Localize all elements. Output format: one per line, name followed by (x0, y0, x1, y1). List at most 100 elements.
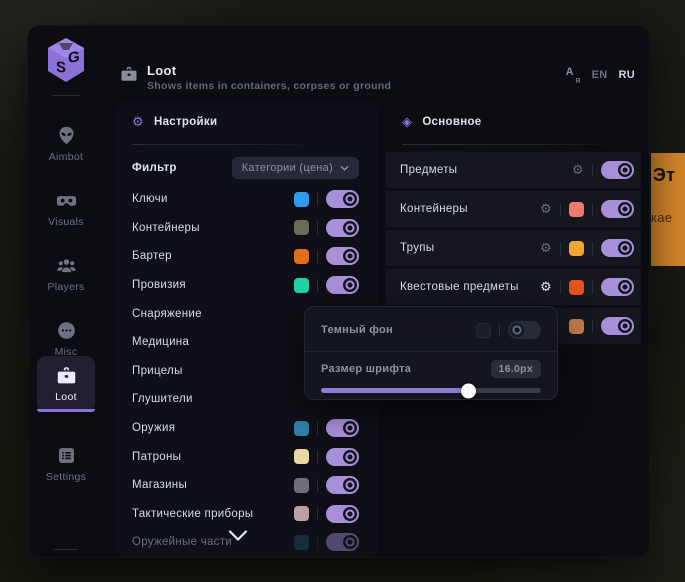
category-label: Провизия (132, 279, 186, 292)
lang-en-button[interactable]: EN (591, 69, 608, 81)
toggle-on[interactable] (326, 533, 359, 552)
sidebar-item-settings[interactable]: Settings (37, 438, 95, 490)
toggle-on[interactable] (601, 239, 634, 257)
sidebar-item-misc[interactable]: Misc (37, 313, 95, 365)
list-item: Бартер (116, 242, 378, 271)
font-size-label: Размер шрифта (321, 363, 412, 375)
category-label: Тактические приборы (132, 507, 254, 520)
toggle-off[interactable] (508, 321, 541, 339)
toggle-on[interactable] (326, 190, 359, 209)
item-label: Трупы (400, 242, 435, 254)
filter-dropdown[interactable]: Категории (цена) (231, 157, 359, 179)
lang-ru-button[interactable]: RU (618, 69, 635, 81)
divider (499, 323, 500, 337)
toggle-on[interactable] (326, 504, 359, 523)
list-item: Контейнеры (116, 214, 378, 243)
settings-panel-header: ⚙ Настройки (132, 115, 217, 128)
list-item: Оружейные части (116, 528, 378, 557)
toggle-on[interactable] (326, 447, 359, 466)
translate-icon: A я (565, 66, 581, 85)
category-label: Магазины (132, 479, 188, 492)
color-swatch[interactable] (294, 477, 309, 493)
font-size-row: Размер шрифта 16.0px (321, 357, 541, 381)
panel-title: Основное (422, 115, 482, 128)
toggle-on[interactable] (326, 276, 359, 295)
sidebar-item-visuals[interactable]: Visuals (37, 183, 95, 235)
toggle-on[interactable] (326, 247, 359, 266)
divider (592, 202, 593, 216)
filter-dropdown-value: Категории (цена) (241, 162, 333, 174)
gear-icon: ⚙ (132, 114, 144, 129)
page-title: Loot (147, 63, 177, 78)
color-swatch[interactable] (569, 318, 584, 334)
list-icon (58, 448, 74, 463)
list-item: Трупы ⚙ (386, 230, 641, 266)
game-banner: Эт кае (651, 153, 685, 266)
divider (317, 221, 318, 235)
divider (402, 144, 622, 145)
category-label: Ключи (132, 193, 168, 206)
sidebar-item-label: Players (47, 281, 85, 293)
slider-handle[interactable] (461, 383, 477, 398)
toggle-on[interactable] (601, 200, 634, 218)
color-swatch[interactable] (569, 279, 584, 295)
toggle-on[interactable] (326, 476, 359, 495)
color-swatch[interactable] (294, 534, 309, 550)
divider (560, 280, 561, 294)
list-item: Прицелы (116, 357, 378, 386)
gear-icon[interactable]: ⚙ (540, 279, 552, 295)
item-label: Контейнеры (400, 203, 468, 215)
divider (560, 202, 561, 216)
toggle-on[interactable] (601, 278, 634, 296)
toggle-on[interactable] (326, 419, 359, 438)
color-swatch[interactable] (294, 191, 309, 207)
divider (592, 241, 593, 255)
divider (317, 278, 318, 292)
sidebar-item-label: Misc (54, 346, 78, 358)
item-label: Предметы (400, 164, 458, 176)
list-item: Квестовые предметы ⚙ (386, 269, 641, 305)
divider (592, 280, 593, 294)
divider (52, 95, 80, 96)
color-swatch[interactable] (294, 420, 309, 436)
color-swatch[interactable] (294, 506, 309, 522)
scroll-down-chevron-icon[interactable] (228, 529, 248, 542)
color-swatch[interactable] (569, 240, 584, 256)
color-swatch[interactable] (569, 201, 584, 217)
filter-label: Фильтр (132, 162, 177, 174)
briefcase-icon (121, 66, 137, 81)
toggle-on[interactable] (601, 317, 634, 335)
gear-icon[interactable]: ⚙ (540, 240, 552, 256)
category-list: Ключи Контейнеры Бартер Провизия Снаряже… (116, 185, 378, 557)
list-item: Глушители (116, 385, 378, 414)
page-subtitle: Shows items in containers, corpses or gr… (147, 80, 392, 92)
divider (317, 450, 318, 464)
panel-title: Настройки (153, 115, 218, 128)
divider (592, 163, 593, 177)
toggle-on[interactable] (601, 161, 634, 179)
briefcase-icon (57, 367, 75, 384)
chat-dots-icon (57, 322, 75, 339)
sidebar-item-label: Loot (55, 391, 77, 403)
font-size-slider[interactable] (321, 383, 541, 398)
sidebar-item-label: Settings (45, 471, 87, 483)
color-swatch[interactable] (476, 322, 491, 338)
gear-icon[interactable]: ⚙ (572, 162, 584, 178)
svg-text:S: S (56, 58, 66, 76)
gear-icon[interactable]: ⚙ (540, 201, 552, 217)
sidebar-item-players[interactable]: Players (37, 248, 95, 300)
banner-text: кае (651, 210, 673, 225)
toggle-on[interactable] (326, 218, 359, 237)
divider (317, 535, 318, 549)
list-item: Оружия (116, 414, 378, 443)
category-label: Контейнеры (132, 221, 200, 234)
color-swatch[interactable] (294, 248, 309, 264)
list-item: Медицина (116, 328, 378, 357)
language-switcher: A я EN RU (565, 66, 635, 85)
color-swatch[interactable] (294, 220, 309, 236)
color-swatch[interactable] (294, 449, 309, 465)
color-swatch[interactable] (294, 277, 309, 293)
sidebar-item-loot[interactable]: Loot (37, 356, 95, 412)
sidebar-item-aimbot[interactable]: Aimbot (37, 118, 95, 170)
item-label: Квестовые предметы (400, 281, 519, 293)
